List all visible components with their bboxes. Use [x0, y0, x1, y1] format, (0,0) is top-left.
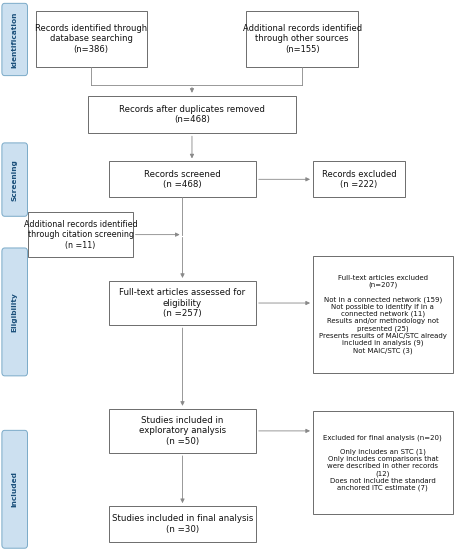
FancyBboxPatch shape [36, 11, 147, 67]
Text: Records excluded
(n =222): Records excluded (n =222) [322, 170, 396, 189]
Text: Full-text articles assessed for
eligibility
(n =257): Full-text articles assessed for eligibil… [119, 288, 246, 318]
Text: Records screened
(n =468): Records screened (n =468) [144, 170, 221, 189]
FancyBboxPatch shape [2, 143, 27, 216]
FancyBboxPatch shape [2, 430, 27, 548]
FancyBboxPatch shape [109, 161, 256, 197]
Text: Identification: Identification [12, 11, 18, 68]
FancyBboxPatch shape [109, 506, 256, 542]
Text: Records identified through
database searching
(n=386): Records identified through database sear… [35, 24, 147, 54]
FancyBboxPatch shape [313, 411, 453, 514]
FancyBboxPatch shape [2, 3, 27, 76]
FancyBboxPatch shape [246, 11, 358, 67]
FancyBboxPatch shape [28, 212, 133, 257]
FancyBboxPatch shape [313, 161, 405, 197]
Text: Additional records identified
through citation screening
(n =11): Additional records identified through ci… [24, 220, 137, 250]
Text: Excluded for final analysis (n=20)

Only includes an STC (1)
Only includes compa: Excluded for final analysis (n=20) Only … [323, 434, 442, 492]
Text: Studies included in final analysis
(n =30): Studies included in final analysis (n =3… [112, 514, 253, 534]
Text: Records after duplicates removed
(n=468): Records after duplicates removed (n=468) [119, 105, 265, 124]
Text: Full-text articles excluded
(n=207)

Not in a connected network (159)
Not possib: Full-text articles excluded (n=207) Not … [319, 275, 447, 354]
Text: Studies included in
exploratory analysis
(n =50): Studies included in exploratory analysis… [139, 416, 226, 446]
FancyBboxPatch shape [2, 248, 27, 376]
FancyBboxPatch shape [313, 256, 453, 373]
Text: Eligibility: Eligibility [12, 292, 18, 332]
Text: Additional records identified
through other sources
(n=155): Additional records identified through ot… [243, 24, 362, 54]
FancyBboxPatch shape [109, 281, 256, 325]
FancyBboxPatch shape [109, 409, 256, 453]
FancyBboxPatch shape [88, 96, 296, 133]
Text: Screening: Screening [12, 158, 18, 201]
Text: Included: Included [12, 471, 18, 507]
